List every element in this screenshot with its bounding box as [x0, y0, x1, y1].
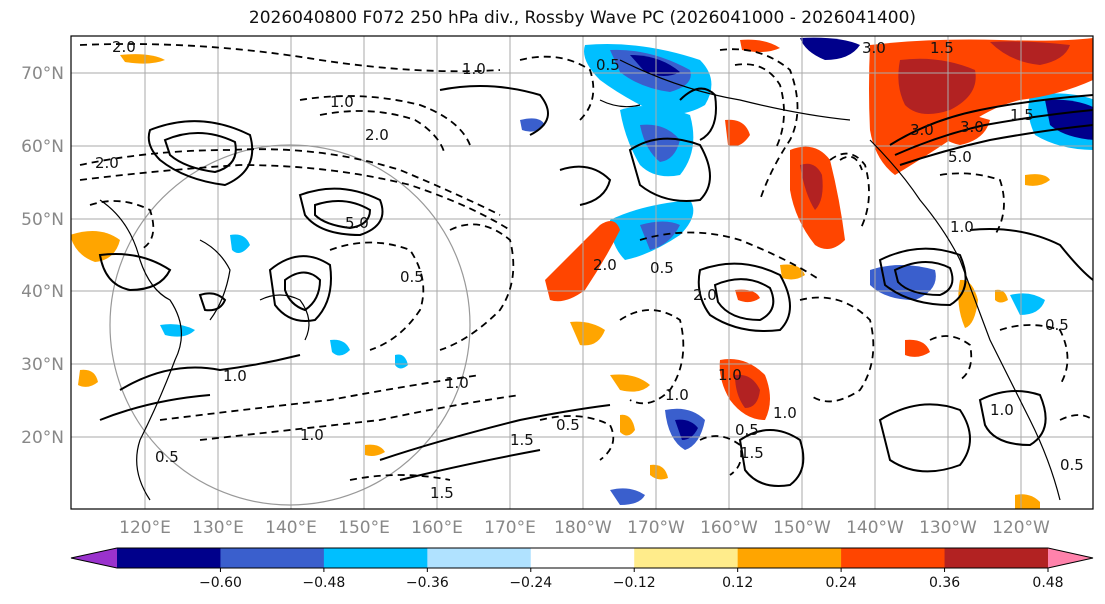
- longitude-labels: 120°E 130°E 140°E 150°E 160°E 170°E 180°…: [119, 518, 1050, 538]
- contour-label: 1.5: [510, 431, 534, 449]
- contour-label: 3.0: [862, 39, 886, 57]
- colorbar-tick-label: 0.48: [1032, 575, 1063, 591]
- contour-label: 1.0: [462, 60, 486, 78]
- lat-label: 50°N: [21, 210, 64, 230]
- colorbar-cell: [944, 548, 1049, 568]
- map-title: 2026040800 F072 250 hPa div., Rossby Wav…: [248, 8, 917, 28]
- dashed-contours: [79, 43, 1093, 481]
- contour-label: 1.0: [990, 401, 1014, 419]
- graticule: [71, 36, 1093, 509]
- contour-label: 1.0: [773, 404, 797, 422]
- contour-label: 0.5: [1045, 316, 1069, 334]
- divergence-shading: [71, 37, 1093, 509]
- contour-label: 2.0: [112, 38, 136, 56]
- contour-label: 0.5: [735, 421, 759, 439]
- coastlines: [99, 59, 1061, 501]
- contour-label: 1.5: [1010, 106, 1034, 124]
- colorbar-cell: [530, 548, 635, 568]
- lon-label: 170°W: [627, 518, 685, 538]
- colorbar-tick-label: 0.12: [722, 575, 753, 591]
- contour-label: 0.5: [556, 416, 580, 434]
- colorbar-tick-label: −0.60: [199, 575, 242, 591]
- contour-label: 1.0: [718, 366, 742, 384]
- contour-label: 1.5: [430, 484, 454, 502]
- lat-label: 20°N: [21, 428, 64, 448]
- contour-label-group: 2.0 1.0 1.0 2.0 2.0 0.5 5.0 3.0 1.5 0.5 …: [95, 38, 1084, 502]
- lon-label: 130°W: [919, 518, 977, 538]
- colorbar-extend-low: [71, 548, 117, 568]
- contour-label: 1.0: [300, 426, 324, 444]
- contour-label: 3.0: [960, 118, 984, 136]
- colorbar-extend-high: [1048, 548, 1093, 568]
- region-circle: [109, 144, 471, 506]
- contour-label: 0.5: [596, 56, 620, 74]
- contour-label: 1.0: [330, 93, 354, 111]
- contour-label: 2.0: [593, 256, 617, 274]
- contour-label: 1.5: [740, 444, 764, 462]
- latitude-labels: 70°N 60°N 50°N 40°N 30°N 20°N: [21, 64, 64, 448]
- lon-label: 170°E: [484, 518, 536, 538]
- solid-contours: [98, 85, 1093, 487]
- contour-label: 1.0: [665, 386, 689, 404]
- lon-label: 120°W: [992, 518, 1050, 538]
- contour-label: 2.0: [95, 154, 119, 172]
- map-frame: [70, 35, 1094, 510]
- lat-label: 70°N: [21, 64, 64, 84]
- contour-label: 0.5: [155, 448, 179, 466]
- lon-label: 140°W: [846, 518, 904, 538]
- lon-label: 160°E: [411, 518, 463, 538]
- contour-label: 2.0: [693, 286, 717, 304]
- colorbar-tick-label: 0.24: [826, 575, 857, 591]
- contour-label: 0.5: [400, 268, 424, 286]
- contour-label: 3.0: [910, 121, 934, 139]
- lon-label: 150°E: [338, 518, 390, 538]
- lat-label: 30°N: [21, 355, 64, 375]
- lon-label: 140°E: [265, 518, 317, 538]
- lon-label: 160°W: [700, 518, 758, 538]
- lon-label: 150°W: [773, 518, 831, 538]
- contour-label: 5.0: [345, 214, 369, 232]
- contour-label: 2.0: [365, 126, 389, 144]
- colorbar-tick-label: −0.48: [302, 575, 345, 591]
- contour-label: 1.0: [223, 367, 247, 385]
- colorbar-tick-label: −0.12: [613, 575, 656, 591]
- colorbar-tick-label: −0.36: [406, 575, 449, 591]
- colorbar-cell: [737, 548, 842, 568]
- contour-label: 1.0: [950, 218, 974, 236]
- colorbar-cell: [427, 548, 532, 568]
- lon-label: 130°E: [192, 518, 244, 538]
- lat-label: 60°N: [21, 137, 64, 157]
- lon-label: 120°E: [119, 518, 171, 538]
- colorbar-cell: [634, 548, 739, 568]
- colorbar-cell: [323, 548, 428, 568]
- contour-label: 1.5: [930, 39, 954, 57]
- colorbar-cell: [117, 548, 221, 568]
- contour-label: 1.0: [445, 374, 469, 392]
- colorbar: −0.60 −0.48 −0.36 −0.24 −0.12 0.12 0.24 0.36 0.4…: [70, 547, 1094, 591]
- lon-label: 180°W: [554, 518, 612, 538]
- contour-label: 0.5: [650, 259, 674, 277]
- contour-label: 0.5: [1060, 456, 1084, 474]
- colorbar-tick-label: 0.36: [929, 575, 960, 591]
- lat-label: 40°N: [21, 282, 64, 302]
- colorbar-tick-label: −0.24: [509, 575, 552, 591]
- contour-label: 5.0: [948, 148, 972, 166]
- colorbar-cell: [841, 548, 946, 568]
- colorbar-cell: [220, 548, 325, 568]
